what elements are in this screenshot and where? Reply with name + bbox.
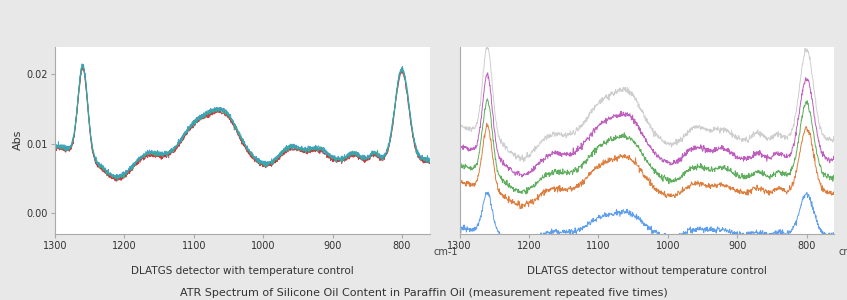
Text: cm-1: cm-1 [434, 247, 458, 257]
Text: DLATGS detector with temperature control: DLATGS detector with temperature control [131, 266, 354, 276]
Text: DLATGS detector without temperature control: DLATGS detector without temperature cont… [527, 266, 767, 276]
Y-axis label: Abs: Abs [13, 130, 22, 150]
Text: cm-1: cm-1 [838, 247, 847, 257]
Text: ATR Spectrum of Silicone Oil Content in Paraffin Oil (measurement repeated five : ATR Spectrum of Silicone Oil Content in … [180, 289, 667, 298]
